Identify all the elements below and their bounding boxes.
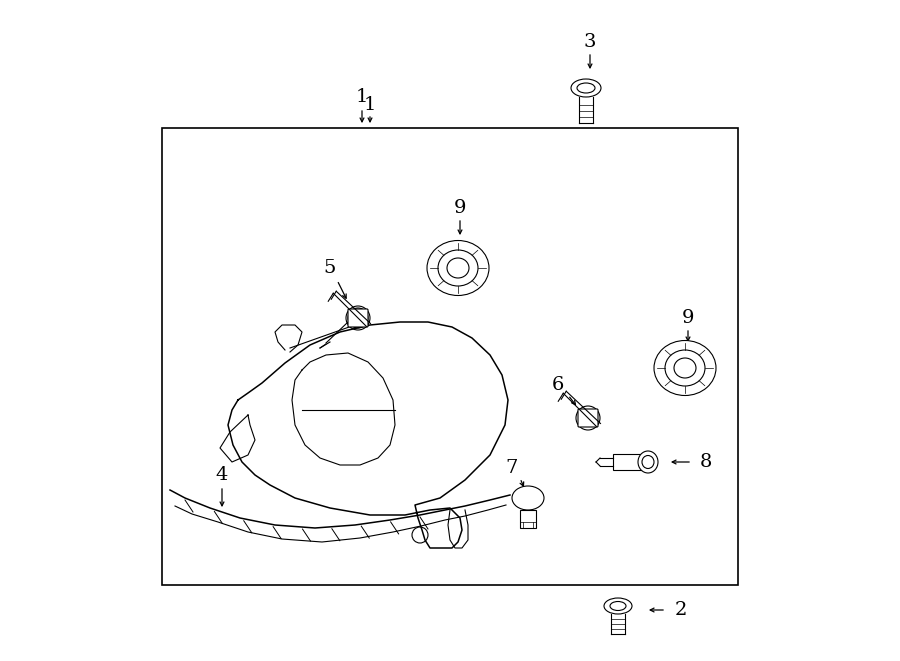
Ellipse shape: [674, 358, 696, 378]
Text: 5: 5: [324, 259, 337, 277]
Ellipse shape: [427, 241, 489, 295]
Text: 3: 3: [584, 33, 596, 51]
Text: 2: 2: [675, 601, 688, 619]
Ellipse shape: [642, 455, 654, 469]
Text: 7: 7: [506, 459, 518, 477]
Ellipse shape: [512, 486, 544, 510]
Text: 9: 9: [454, 199, 466, 217]
Text: 4: 4: [216, 466, 229, 484]
Bar: [613, 454, 648, 470]
Ellipse shape: [447, 258, 469, 278]
Text: 6: 6: [552, 376, 564, 394]
Ellipse shape: [638, 451, 658, 473]
Ellipse shape: [438, 250, 478, 286]
Text: 9: 9: [682, 309, 694, 327]
Bar: [162, 128, 738, 585]
Text: 8: 8: [700, 453, 713, 471]
Text: 1: 1: [356, 88, 368, 106]
Ellipse shape: [610, 602, 626, 611]
Ellipse shape: [571, 79, 601, 97]
Ellipse shape: [604, 598, 632, 614]
Text: 1: 1: [364, 96, 376, 114]
FancyBboxPatch shape: [348, 309, 368, 327]
Ellipse shape: [654, 340, 716, 395]
Ellipse shape: [577, 83, 595, 93]
FancyBboxPatch shape: [578, 409, 598, 427]
Ellipse shape: [665, 350, 705, 386]
Bar: [520, 510, 536, 528]
